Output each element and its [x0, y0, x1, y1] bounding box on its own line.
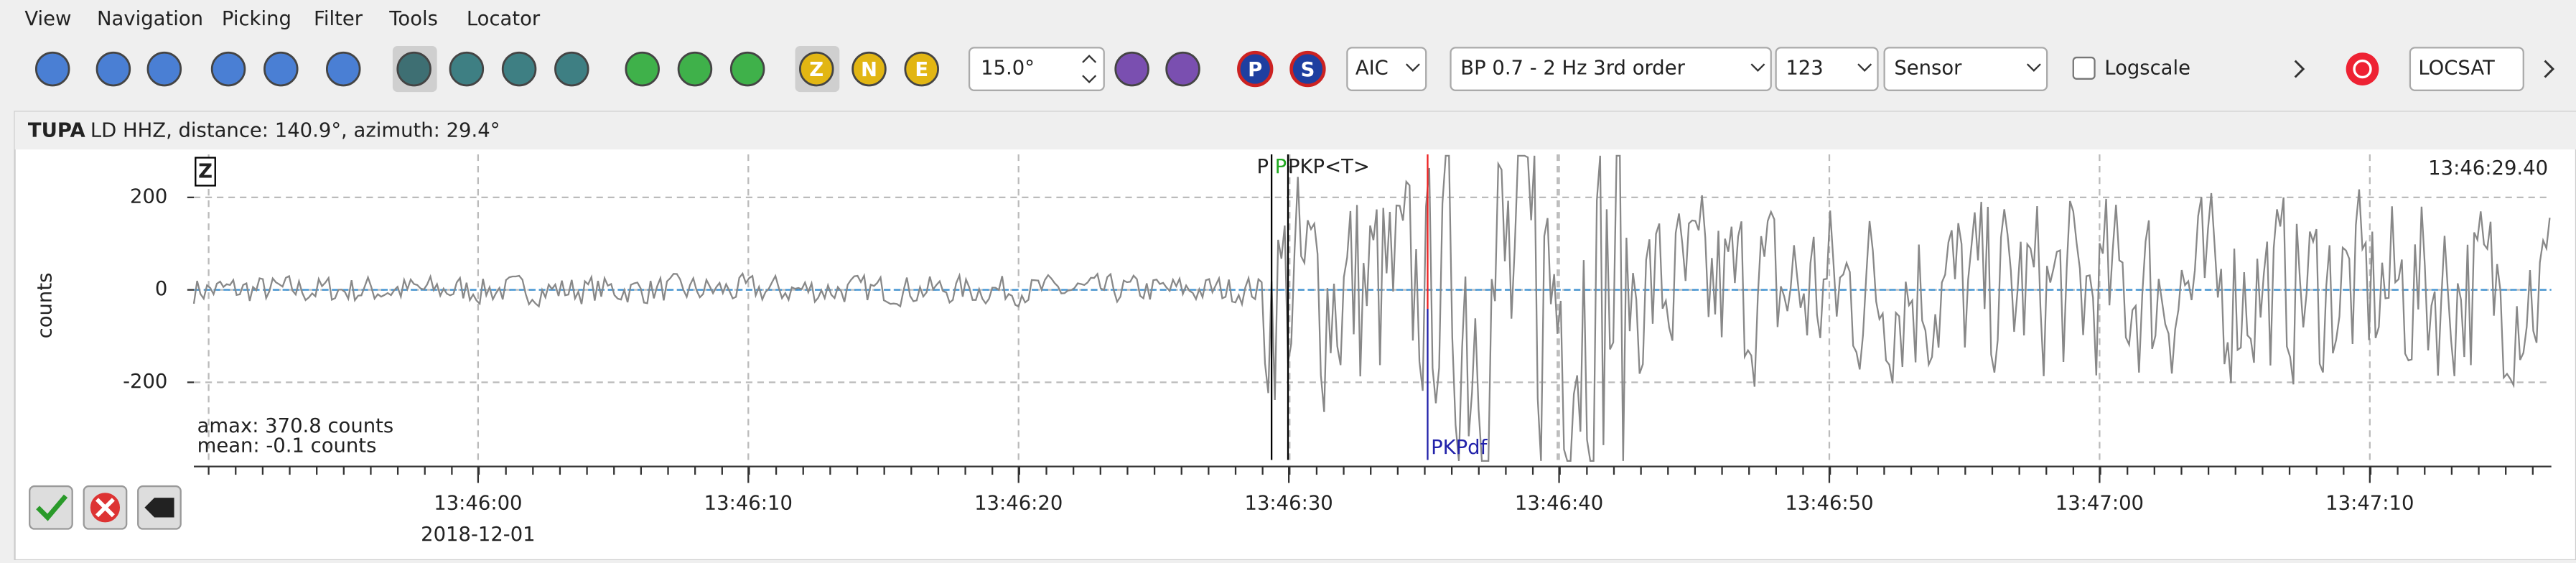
y-tick-label: -200: [123, 371, 167, 393]
n-button[interactable]: [851, 51, 887, 87]
logscale-label: Logscale: [2104, 57, 2190, 80]
overflow-arrows[interactable]: [2294, 60, 2555, 78]
nav-button[interactable]: [263, 51, 299, 87]
waveform: [192, 154, 2551, 462]
x-tick-label: 13:46:10: [704, 493, 793, 515]
locator-combo[interactable]: [2409, 47, 2524, 91]
x-tick-label: 13:46:00: [434, 493, 522, 515]
tool-button[interactable]: [625, 51, 660, 87]
x-tick-label: 13:47:00: [2055, 493, 2144, 515]
component-box: [195, 157, 216, 187]
x-icon: [95, 498, 115, 518]
combo-arrows: [1405, 63, 2518, 72]
accept-button[interactable]: [29, 485, 73, 530]
tool-button[interactable]: [1165, 51, 1200, 87]
filter-value: BP 0.7 - 2 Hz 3rd order: [1460, 57, 1685, 80]
angle-spinbox[interactable]: [968, 47, 1105, 91]
trace-header: [14, 111, 2576, 150]
tool-button[interactable]: [501, 51, 537, 87]
pick-label: P: [1275, 156, 1287, 178]
number-combo[interactable]: [1775, 47, 1879, 91]
locator-value: LOCSAT: [2418, 57, 2495, 80]
clear-icon: [144, 498, 174, 518]
menu-item[interactable]: Filter: [314, 8, 363, 30]
date: 2018-12-01: [421, 524, 535, 546]
number-value: 123: [1786, 57, 1823, 80]
nav-button[interactable]: [146, 51, 182, 87]
menu-item[interactable]: Navigation: [97, 8, 203, 30]
pick-label: PKPdf: [1431, 437, 1488, 459]
menu-item[interactable]: Tools: [388, 8, 438, 30]
filter-combo[interactable]: [1450, 47, 1772, 91]
plot-area: [194, 154, 2552, 464]
x-tick-label: 13:46:30: [1245, 493, 1333, 515]
amax: amax: 370.8 counts: [197, 415, 394, 437]
home-button[interactable]: [34, 51, 70, 87]
y-tick-label: 200: [130, 185, 167, 208]
y-tick-label: 0: [155, 278, 167, 300]
tool-button[interactable]: [729, 51, 765, 87]
menu-item[interactable]: Picking: [222, 8, 291, 30]
unit-combo[interactable]: [1883, 47, 2048, 91]
toolbar: Z N E 15.0° P S AIC BP 0.7 - 2 Hz 3rd or…: [34, 46, 2555, 93]
unit-value: Sensor: [1894, 57, 1962, 80]
s-button[interactable]: [1289, 50, 1326, 88]
y-label: counts: [34, 273, 57, 339]
plot: 200 0 -200 13:46:00 13:46:10 13:46:20 13:46:30…: [34, 154, 2552, 546]
s-label: S: [1301, 59, 1315, 81]
e-label: E: [915, 59, 928, 81]
z-button[interactable]: [799, 51, 834, 87]
trace-info: LD HHZ, distance: 140.9°, azimuth: 29.4°: [90, 119, 500, 141]
mean: mean: -0.1 counts: [197, 435, 377, 457]
x-tick-label: 13:46:20: [974, 493, 1063, 515]
p-label: P: [1248, 59, 1262, 81]
target-ring: [2353, 59, 2372, 79]
tool-button[interactable]: [396, 51, 431, 87]
pick-label: PKP<T>: [1288, 156, 1370, 178]
check-icon: [36, 494, 68, 521]
trace-time: 13:46:29.40: [2428, 157, 2548, 180]
spin-arrows: [1082, 55, 1097, 83]
x-tick-label: 13:46:50: [1785, 493, 1873, 515]
angle-value: 15.0°: [981, 57, 1035, 80]
n-label: N: [861, 59, 877, 81]
tool-button[interactable]: [449, 51, 485, 87]
nav-button[interactable]: [325, 51, 361, 87]
nav-button[interactable]: [210, 51, 246, 87]
z-label: Z: [809, 59, 823, 81]
nav-button[interactable]: [95, 51, 131, 87]
target-button[interactable]: [2346, 52, 2379, 85]
tool-button[interactable]: [554, 51, 589, 87]
tool-button[interactable]: [677, 51, 713, 87]
picker-combo[interactable]: [1346, 47, 1427, 91]
pick-label: P: [1257, 156, 1269, 178]
x-tick-label: 13:47:10: [2325, 493, 2414, 515]
menu-item[interactable]: Locator: [467, 8, 541, 30]
tool-button[interactable]: [1114, 51, 1149, 87]
menu-bar: View Navigation Picking Filter Tools Locator: [24, 8, 541, 30]
component: Z: [198, 161, 213, 183]
p-button[interactable]: [1237, 50, 1274, 88]
e-button[interactable]: [904, 51, 939, 87]
logscale-checkbox[interactable]: [2072, 56, 2096, 80]
picker-value: AIC: [1355, 57, 1389, 80]
menu-item[interactable]: View: [24, 8, 71, 30]
x-tick-label: 13:46:40: [1515, 493, 1603, 515]
station: TUPA: [28, 119, 86, 141]
